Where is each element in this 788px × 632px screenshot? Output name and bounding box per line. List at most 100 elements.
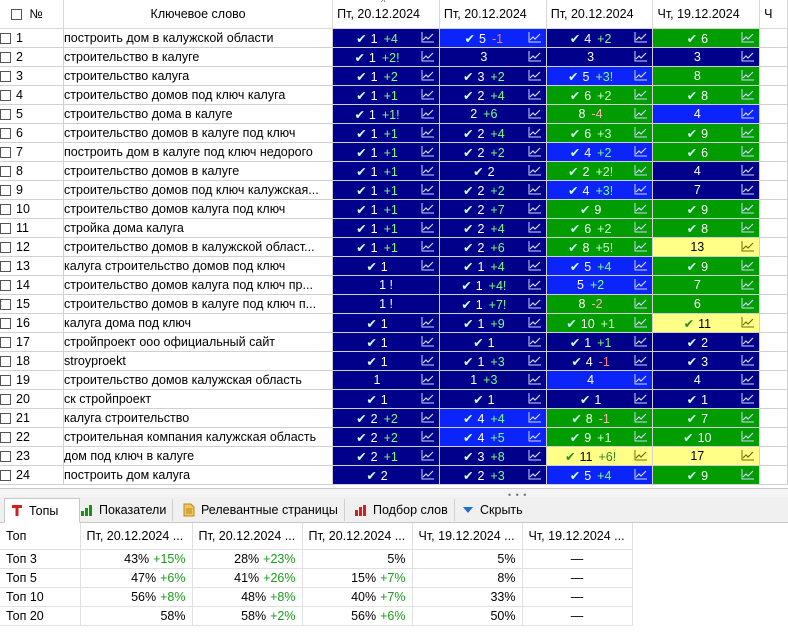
position-cell[interactable]: ✔ 4 -1 — [546, 351, 654, 371]
position-cell[interactable]: ✔ 1 +9 — [439, 313, 547, 333]
trend-chart-icon[interactable] — [741, 50, 759, 65]
position-cell[interactable]: ✔ 9 — [652, 199, 761, 219]
row-checkbox[interactable] — [0, 413, 11, 425]
position-cell[interactable]: 4 — [546, 370, 654, 390]
position-cell[interactable]: 17 — [652, 446, 761, 466]
position-cell[interactable]: 7 — [652, 275, 761, 295]
position-cell[interactable]: ✔ 2 +4 — [439, 218, 547, 238]
keyword-cell[interactable]: stroyproekt — [63, 351, 334, 371]
position-cell[interactable]: ✔ 1 — [332, 256, 440, 276]
trend-chart-icon[interactable] — [528, 278, 546, 293]
position-cell[interactable]: ✔ 4 +2 — [546, 28, 654, 48]
trend-chart-icon[interactable] — [528, 392, 546, 407]
trend-chart-icon[interactable] — [741, 335, 759, 350]
header-date-3[interactable]: Пт, 20.12.2024 — [546, 0, 654, 29]
header-date-5[interactable]: Ч — [759, 0, 788, 29]
position-cell[interactable]: ✔ 1 +3 — [439, 351, 547, 371]
trend-chart-icon[interactable] — [528, 430, 546, 445]
trend-chart-icon[interactable] — [741, 259, 759, 274]
row-number-cell[interactable]: 11 — [0, 218, 65, 238]
position-cell[interactable]: ✔ 1 — [439, 332, 547, 352]
row-number-cell[interactable]: 6 — [0, 123, 65, 143]
row-checkbox[interactable] — [0, 90, 11, 102]
trend-chart-icon[interactable] — [634, 392, 652, 407]
table-row[interactable]: 15 строительство домов в калуге под ключ … — [0, 294, 788, 314]
row-number-cell[interactable]: 18 — [0, 351, 65, 371]
position-cell[interactable]: 4 — [652, 104, 761, 124]
position-cell[interactable]: ✔ 1 +4 — [439, 256, 547, 276]
keyword-cell[interactable]: построить дом калуга — [63, 465, 334, 485]
tops-header-date[interactable]: Пт, 20.12.2024 ... — [302, 523, 413, 550]
position-cell[interactable]: ✔ 5 +3! — [546, 66, 654, 86]
row-number-cell[interactable]: 10 — [0, 199, 65, 219]
position-cell[interactable]: ✔ 1 +1 — [332, 199, 440, 219]
position-cell[interactable]: 8 -2 — [546, 294, 654, 314]
table-row[interactable]: 4 строительство домов под ключ калуга ✔ 1 +1… — [0, 85, 788, 105]
trend-chart-icon[interactable] — [741, 354, 759, 369]
trend-chart-icon[interactable] — [528, 259, 546, 274]
position-cell[interactable]: ✔ 2 +2 — [439, 142, 547, 162]
position-cell[interactable]: ✔ 6 +2 — [546, 218, 654, 238]
keyword-cell[interactable]: построить дом в калуге под ключ недорого — [63, 142, 334, 162]
row-checkbox[interactable] — [0, 470, 11, 482]
row-checkbox[interactable] — [0, 109, 11, 121]
row-number-cell[interactable]: 21 — [0, 408, 65, 428]
tab-word-selection[interactable]: Подбор слов — [348, 499, 455, 521]
trend-chart-icon[interactable] — [634, 164, 652, 179]
trend-chart-icon[interactable] — [528, 164, 546, 179]
row-checkbox[interactable] — [0, 337, 11, 349]
header-date-1[interactable]: ^ Пт, 20.12.2024 — [332, 0, 440, 29]
keyword-cell[interactable]: строительство дома в калуге — [63, 104, 334, 124]
trend-chart-icon[interactable] — [421, 126, 439, 141]
trend-chart-icon[interactable] — [421, 107, 439, 122]
trend-chart-icon[interactable] — [421, 88, 439, 103]
trend-chart-icon[interactable] — [634, 69, 652, 84]
keyword-cell[interactable]: строительство домов в калуге под ключ п.… — [63, 294, 334, 314]
position-cell[interactable]: ✔ 2 — [332, 465, 440, 485]
trend-chart-icon[interactable] — [421, 202, 439, 217]
trend-chart-icon[interactable] — [634, 297, 652, 312]
table-row[interactable]: 2 строительство в калуге ✔ 1 +2! 3 3 3 — [0, 47, 788, 67]
trend-chart-icon[interactable] — [528, 297, 546, 312]
tops-header-date[interactable]: Пт, 20.12.2024 ... — [192, 523, 303, 550]
table-row[interactable]: 12 строительство домов в калужской област… — [0, 237, 788, 257]
table-row[interactable]: 16 калуга дома под ключ ✔ 1 ✔ 1 +9 ✔ 10 +1 ✔ 11 — [0, 313, 788, 333]
position-cell[interactable]: ✔ 5 +4 — [546, 465, 654, 485]
position-cell[interactable]: ✔ 2 +7 — [439, 199, 547, 219]
position-cell[interactable]: ✔ 1 +1 — [332, 123, 440, 143]
position-cell[interactable]: ✔ 10 — [652, 427, 761, 447]
tops-row[interactable]: Топ 5 47% +6% 41% +26% 15% +7% 8% — — [0, 568, 633, 588]
trend-chart-icon[interactable] — [634, 202, 652, 217]
horizontal-splitter[interactable]: • • • — [0, 489, 788, 500]
table-row[interactable]: 13 калуга строительство домов под ключ ✔ 1 ✔… — [0, 256, 788, 276]
keyword-cell[interactable]: строительство домов под ключ калужская..… — [63, 180, 334, 200]
trend-chart-icon[interactable] — [421, 468, 439, 483]
position-cell[interactable]: ✔ 9 — [652, 123, 761, 143]
position-cell[interactable]: ✔ 1 +4! — [439, 275, 547, 295]
trend-chart-icon[interactable] — [634, 50, 652, 65]
keyword-cell[interactable]: строительство домов в калуге — [63, 161, 334, 181]
keyword-cell[interactable]: строительная компания калужская область — [63, 427, 334, 447]
position-cell[interactable]: ✔ 9 — [652, 256, 761, 276]
row-number-cell[interactable]: 17 — [0, 332, 65, 352]
trend-chart-icon[interactable] — [741, 126, 759, 141]
position-cell[interactable]: ✔ 6 +3 — [546, 123, 654, 143]
trend-chart-icon[interactable] — [421, 145, 439, 160]
trend-chart-icon[interactable] — [741, 392, 759, 407]
position-cell[interactable]: 3 — [652, 47, 761, 67]
keyword-cell[interactable]: калуга дома под ключ — [63, 313, 334, 333]
position-cell[interactable]: ✔ 1 — [332, 351, 440, 371]
position-cell[interactable]: ✔ 5 +4 — [546, 256, 654, 276]
row-checkbox[interactable] — [0, 128, 11, 140]
position-cell[interactable]: ✔ 4 +4 — [439, 408, 547, 428]
trend-chart-icon[interactable] — [421, 449, 439, 464]
keyword-cell[interactable]: стройпроект ооо официальный сайт — [63, 332, 334, 352]
row-checkbox[interactable] — [0, 261, 11, 273]
trend-chart-icon[interactable] — [634, 430, 652, 445]
position-cell[interactable]: ✔ 7 — [652, 408, 761, 428]
select-all-checkbox[interactable] — [11, 9, 22, 21]
trend-chart-icon[interactable] — [634, 88, 652, 103]
trend-chart-icon[interactable] — [528, 126, 546, 141]
row-number-cell[interactable]: 2 — [0, 47, 65, 67]
position-cell[interactable]: 7 — [652, 180, 761, 200]
